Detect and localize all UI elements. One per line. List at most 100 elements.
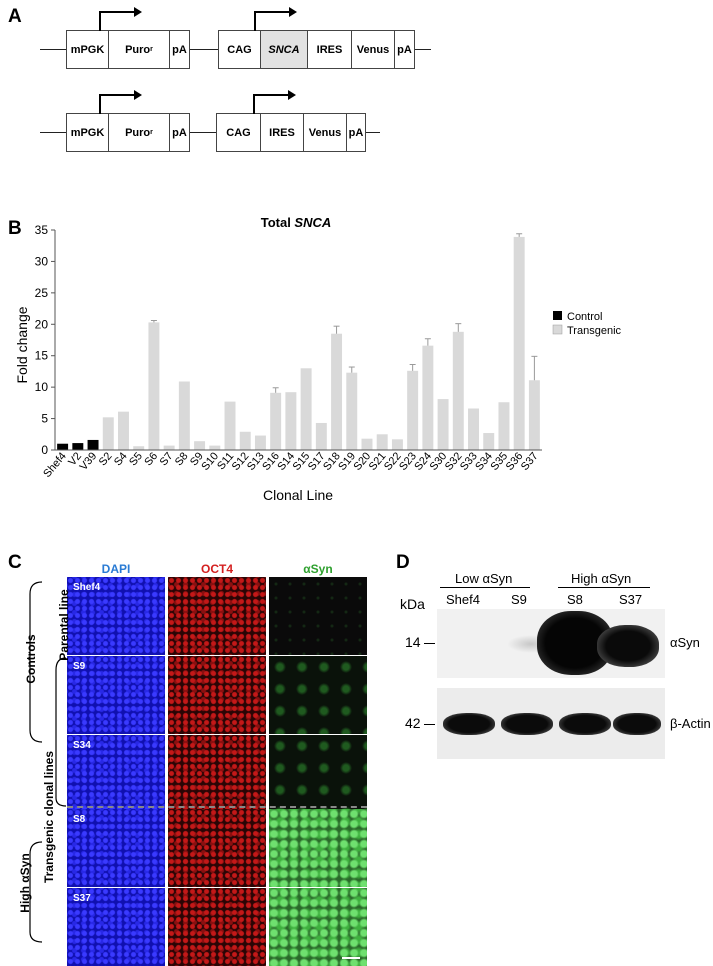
bar-transgenic — [498, 402, 510, 450]
dapi-image: S9 — [67, 656, 165, 734]
bar-transgenic — [239, 431, 251, 450]
bar-transgenic — [224, 401, 236, 450]
legend-label-transgenic: Transgenic — [567, 325, 622, 337]
asyn-blot — [437, 609, 665, 678]
bar-transgenic — [346, 372, 358, 450]
promoter-arrow-icon — [254, 7, 297, 31]
band — [443, 713, 495, 735]
dapi-image: Shef4 — [67, 577, 165, 655]
mpgk-box: mPGK — [66, 113, 109, 152]
oct4-image — [168, 656, 266, 734]
bar-transgenic — [102, 417, 114, 450]
kda-label: kDa — [400, 596, 425, 612]
oct4-image — [168, 735, 266, 813]
chart-title: Total SNCA — [261, 215, 332, 230]
promoter-arrow-icon — [253, 90, 296, 114]
dna-line — [190, 49, 218, 50]
bar-transgenic — [361, 438, 373, 450]
promoter-arrow-icon — [99, 90, 142, 114]
side-label-high-asyn: High αSyn — [18, 853, 32, 913]
marker-label: 14 — [405, 634, 421, 650]
bar-transgenic — [300, 368, 312, 450]
side-label-transgenic: Transgenic clonal lines — [42, 750, 56, 884]
group-line — [558, 587, 650, 588]
oct4-image — [168, 577, 266, 655]
x-axis-label: Clonal Line — [263, 487, 333, 503]
asyn-image — [269, 577, 367, 655]
lane-label: S37 — [619, 592, 643, 607]
bar-control — [72, 443, 84, 450]
bar-transgenic — [209, 445, 221, 450]
cag-box: CAG — [216, 113, 261, 152]
promoter-arrow-icon — [99, 7, 142, 31]
asyn-image — [269, 735, 367, 813]
legend-swatch-control — [553, 311, 562, 320]
dapi-image: S34 — [67, 735, 165, 813]
dashed-divider — [67, 806, 367, 808]
marker-tick — [424, 643, 435, 644]
bar-transgenic — [452, 331, 464, 450]
venus-box: Venus — [351, 30, 395, 69]
col-header-dapi: DAPI — [101, 562, 131, 576]
scale-bar — [342, 957, 360, 959]
bar-transgenic — [513, 236, 525, 450]
panel-d-label: D — [396, 552, 410, 573]
bar-transgenic — [407, 370, 419, 450]
y-axis-label: Fold change — [14, 306, 30, 383]
bar-transgenic — [376, 434, 388, 450]
band — [613, 713, 661, 735]
band-label: αSyn — [670, 635, 700, 650]
bar-transgenic — [270, 392, 282, 450]
bar-transgenic — [194, 441, 206, 450]
dapi-image: S8 — [67, 809, 165, 887]
dna-line — [40, 132, 66, 133]
bar-transgenic — [118, 411, 129, 450]
panel-a-label: A — [8, 6, 22, 27]
puro-box: Puro r — [108, 113, 170, 152]
bar-transgenic — [437, 399, 449, 450]
dna-line — [415, 49, 431, 50]
bar-transgenic — [178, 381, 190, 450]
pa-box: pA — [169, 30, 190, 69]
oct4-image — [168, 809, 266, 887]
oct4-image — [168, 888, 266, 966]
bar-chart: Total SNCA Fold change Clonal Line 0 5 10 1… — [14, 215, 622, 503]
legend-swatch-transgenic — [552, 324, 563, 335]
y-tick-label: 30 — [35, 254, 49, 268]
mpgk-box: mPGK — [66, 30, 109, 69]
side-label-controls: Controls — [24, 634, 38, 684]
dna-line — [40, 49, 66, 50]
bar-transgenic — [528, 380, 540, 450]
asyn-image — [269, 809, 367, 887]
bar-transgenic — [254, 435, 266, 450]
group-label-high: High αSyn — [571, 571, 632, 586]
bar-transgenic — [148, 322, 160, 450]
bar-transgenic — [331, 333, 343, 450]
bar-control — [57, 443, 69, 450]
y-tick-label: 35 — [35, 223, 49, 237]
group-line — [440, 587, 530, 588]
col-header-oct4: OCT4 — [200, 562, 233, 576]
y-tick-label: 25 — [35, 286, 49, 300]
snca-box: SNCA — [260, 30, 308, 69]
cag-box: CAG — [218, 30, 261, 69]
panel-b-label: B — [8, 218, 22, 239]
pa-box: pA — [346, 113, 366, 152]
y-tick-label: 15 — [35, 349, 49, 363]
bar-transgenic — [468, 408, 479, 450]
actin-blot — [437, 688, 665, 759]
bar-transgenic — [391, 439, 403, 450]
dna-line — [190, 132, 216, 133]
y-tick-label: 5 — [41, 412, 48, 426]
row-brackets — [29, 581, 67, 943]
dapi-image: S37 — [67, 888, 165, 966]
bar-transgenic — [163, 445, 175, 450]
lane-label: Shef4 — [446, 592, 480, 607]
pa-box: pA — [169, 113, 190, 152]
asyn-image — [269, 656, 367, 734]
marker-tick — [424, 724, 435, 725]
bar-transgenic — [133, 446, 145, 450]
ires-box: IRES — [307, 30, 352, 69]
band — [559, 713, 611, 735]
side-label-parental: Parental line — [57, 589, 71, 661]
